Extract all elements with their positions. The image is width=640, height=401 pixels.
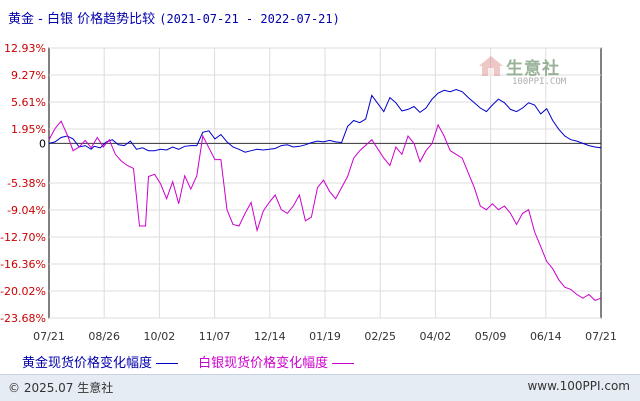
series-line-silver [48, 120, 602, 301]
y-tick-label: -5.38% [7, 177, 46, 190]
chart-title-main: 黄金 - 白银 价格趋势比较 [8, 12, 156, 27]
legend-swatch-gold [156, 363, 179, 364]
y-tick-label: -20.02% [0, 285, 46, 298]
x-tick-label: 04/02 [420, 330, 452, 343]
watermark-cn: 生意社 [506, 59, 560, 79]
footer-bar [0, 374, 640, 401]
x-tick-label: 06/14 [530, 330, 562, 343]
x-axis-ticks: 07/21 08/26 10/02 11/07 12/14 01/19 02/25 04/02… [33, 330, 617, 343]
watermark-url: 100PPI.COM [512, 77, 567, 87]
y-tick-label: -16.36% [0, 258, 46, 271]
chart-title-range: (2021-07-21 - 2022-07-21) [159, 12, 340, 26]
chart-title: 黄金 - 白银 价格趋势比较 (2021-07-21 - 2022-07-21) [8, 8, 340, 27]
footer-copyright: © 2025.07 生意社 [8, 381, 114, 395]
x-tick-label: 01/19 [309, 330, 341, 343]
y-axis-ticks: 12.93% 9.27% 5.61% 1.95%0 -5.38% -9.04% -12.70… [0, 42, 46, 325]
legend-label-gold: 黄金现货价格变化幅度 [22, 356, 153, 371]
x-tick-label: 07/21 [585, 330, 617, 343]
x-tick-label: 02/25 [364, 330, 396, 343]
series-line-gold [48, 88, 602, 153]
legend-label-silver: 白银现货价格变化幅度 [198, 356, 329, 371]
x-tick-label: 07/21 [33, 330, 65, 343]
footer-site-link[interactable]: www.100PPI.com [527, 379, 630, 393]
y-tick-label: 12.93% [4, 42, 46, 55]
house-icon [479, 56, 503, 76]
legend-item-gold: 黄金现货价格变化幅度 [22, 352, 179, 371]
series-lines [48, 88, 602, 301]
x-tick-label: 08/26 [88, 330, 120, 343]
y-tick-label: 0 [39, 137, 46, 150]
y-tick-label: -23.68% [0, 312, 46, 325]
watermark-logo: 生意社 100PPI.COM [478, 54, 566, 87]
y-tick-label: -9.04% [7, 204, 46, 217]
x-tick-label: 10/02 [144, 330, 176, 343]
legend-item-silver: 白银现货价格变化幅度 [198, 352, 355, 371]
legend: 黄金现货价格变化幅度 白银现货价格变化幅度 [22, 352, 370, 371]
grid [49, 47, 601, 319]
legend-swatch-silver [332, 363, 355, 364]
x-tick-label: 12/14 [254, 330, 286, 343]
y-tick-label: 9.27% [11, 69, 46, 82]
y-tick-label: 1.95% [11, 123, 46, 136]
y-tick-label: 5.61% [11, 96, 46, 109]
y-tick-label: -12.70% [0, 231, 46, 244]
x-tick-label: 05/09 [475, 330, 507, 343]
x-tick-label: 11/07 [199, 330, 231, 343]
